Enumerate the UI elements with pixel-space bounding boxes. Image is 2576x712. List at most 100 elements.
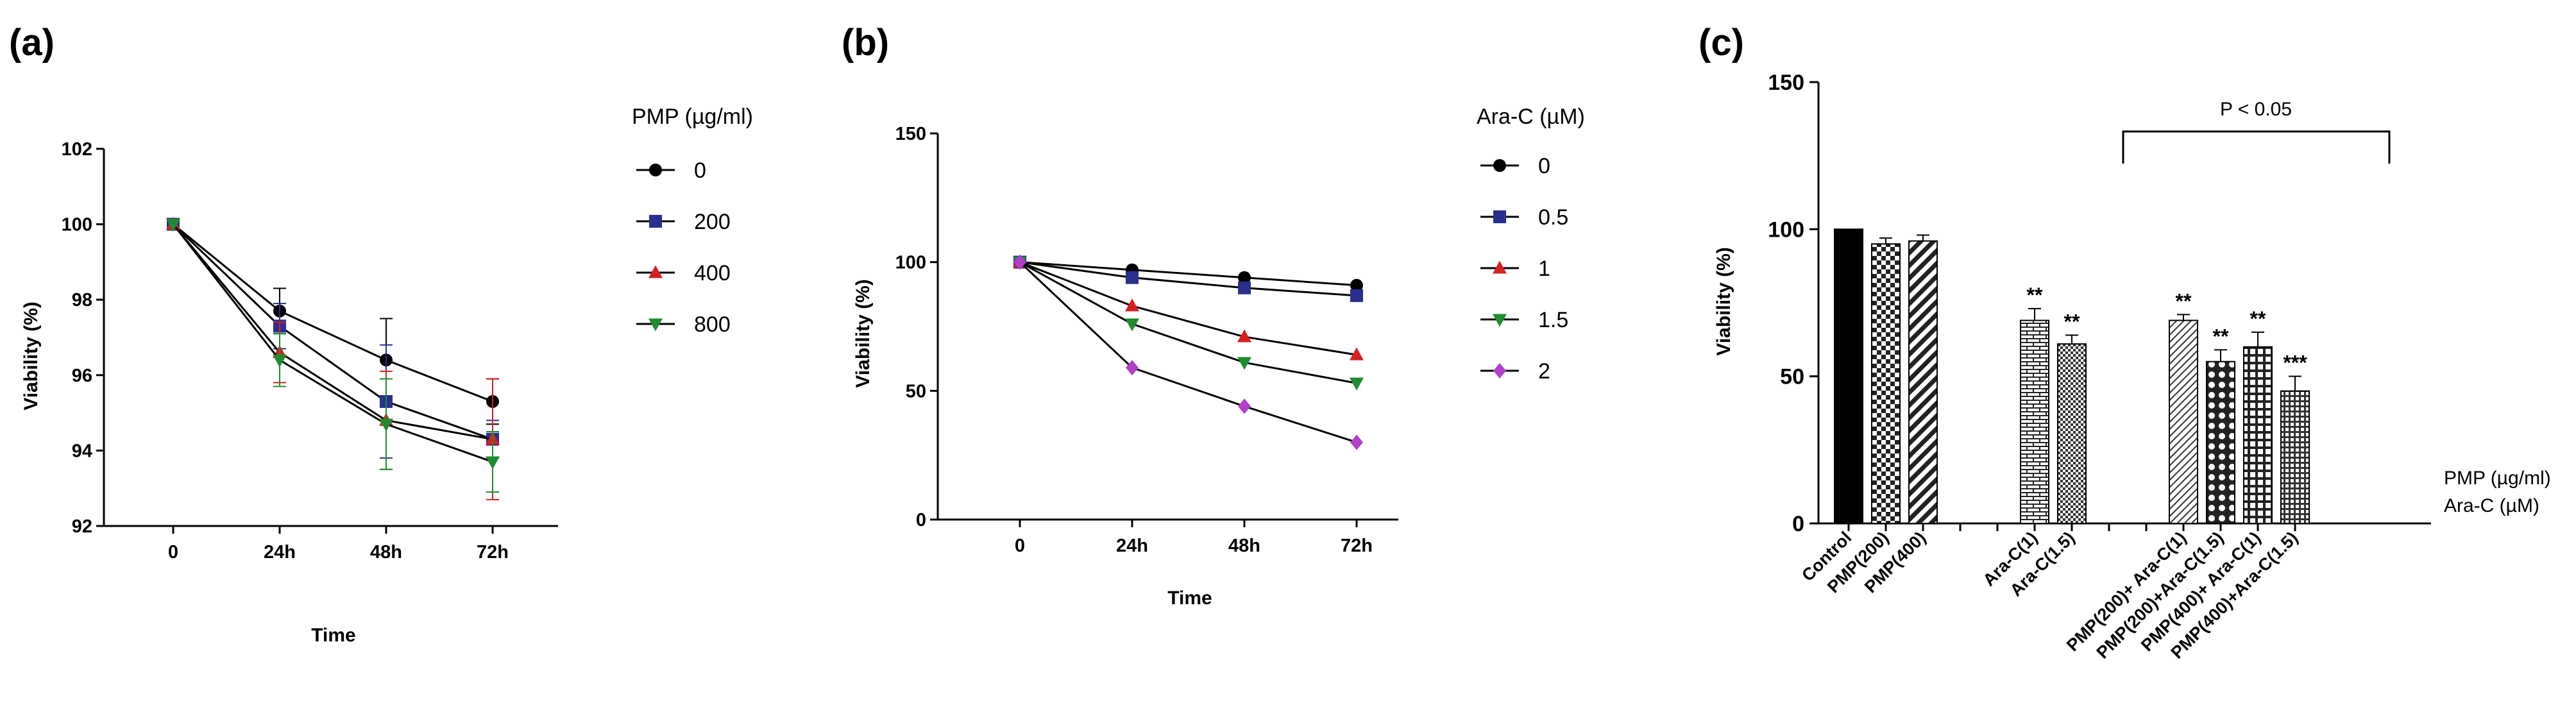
bar <box>2280 390 2310 524</box>
significance-bracket <box>2122 130 2391 164</box>
data-point <box>486 456 500 470</box>
panel-label-a: (a) <box>9 22 55 64</box>
y-tick-label: 50 <box>1780 365 1804 389</box>
y-tick-label: 100 <box>895 253 926 273</box>
series-b-2 <box>1013 254 1363 450</box>
data-point <box>1126 271 1139 284</box>
legend-item: 200 <box>636 210 731 234</box>
significance-marker: ** <box>2176 289 2192 312</box>
line-chart-a: (a) 92 94 96 98 100 102 0 24h 48h 72h Time Viabil… <box>9 22 753 646</box>
significance-marker: ** <box>2213 325 2229 348</box>
bar <box>1871 243 1901 524</box>
line-chart-b: (b) 0 50 100 150 0 24h 48h 72h Time Viability (… <box>842 22 1585 609</box>
bar <box>2206 360 2235 524</box>
x-axis-title-a: Time <box>311 625 355 646</box>
significance-marker: ** <box>2064 310 2080 333</box>
bar <box>2243 346 2273 524</box>
y-tick-label: 0 <box>916 510 926 530</box>
series-b-1.5 <box>1013 257 1364 391</box>
data-point <box>1350 434 1363 450</box>
data-point <box>1238 271 1251 284</box>
data-point <box>273 354 287 368</box>
legend-marker <box>1493 260 1507 274</box>
series-b-0 <box>1013 255 1363 292</box>
y-tick-label: 102 <box>62 139 92 160</box>
legend-marker <box>1493 314 1507 327</box>
legend-label: 1 <box>1538 257 1550 281</box>
bar <box>2169 319 2198 524</box>
data-point <box>166 219 180 232</box>
significance-marker: *** <box>2283 352 2307 375</box>
y-tick-label: 50 <box>906 381 926 402</box>
panel-label-c: (c) <box>1699 22 1744 64</box>
legend-item: 1 <box>1480 257 1550 281</box>
data-point <box>1126 360 1139 376</box>
bar <box>2020 319 2049 524</box>
series-b-0.5 <box>1013 255 1363 302</box>
x-tick-label: 24h <box>264 542 296 563</box>
series-line <box>1019 261 1357 297</box>
y-tick-label: 92 <box>72 516 92 537</box>
y-tick-label: 94 <box>72 441 92 461</box>
legend-marker <box>1493 159 1506 172</box>
data-point <box>1013 254 1026 270</box>
legend-marker <box>1493 210 1506 223</box>
series-b-1 <box>1013 255 1364 360</box>
y-tick-label: 96 <box>72 366 92 386</box>
series-line <box>173 223 493 403</box>
series-line <box>1019 261 1357 287</box>
data-point <box>1125 298 1139 312</box>
p-value-annotation: P < 0.05 <box>2220 99 2292 120</box>
data-point <box>379 418 393 432</box>
legend-marker <box>1493 363 1506 378</box>
data-point <box>1350 289 1363 302</box>
data-point <box>1350 377 1364 391</box>
y-tick-label: 98 <box>72 290 92 310</box>
legend-a: 0 200 400 800 <box>636 158 731 337</box>
data-point <box>1238 281 1251 294</box>
series-line <box>1019 261 1357 356</box>
significance-marker: ** <box>2027 284 2043 307</box>
y-axis-title-b: Viability (%) <box>852 279 874 387</box>
legend-label: 800 <box>694 312 731 337</box>
side-label-pmp: PMP (µg/ml) <box>2444 468 2551 489</box>
y-axis-title-c: Viability (%) <box>1713 247 1734 355</box>
legend-b: 0 0.5 1 1.5 2 <box>1480 154 1568 384</box>
series-line <box>1019 261 1357 444</box>
y-axis-title-a: Viability (%) <box>21 301 42 410</box>
x-tick-label: 48h <box>1228 536 1260 556</box>
data-point <box>1350 278 1363 292</box>
legend-marker <box>648 318 663 332</box>
y-tick-label: 0 <box>1792 512 1804 536</box>
legend-title-b: Ara-C (µM) <box>1477 105 1585 129</box>
x-tick-label: 24h <box>1116 536 1148 556</box>
data-point <box>1237 357 1251 370</box>
data-point <box>1350 347 1364 360</box>
y-tick-label: 100 <box>62 215 92 235</box>
data-point <box>1237 329 1251 343</box>
x-tick-label: 0 <box>168 542 178 563</box>
series-line <box>172 223 493 441</box>
bar-chart-c: (c) 050100150ControlPMP(200)PMP(400)**Ar… <box>1699 22 2551 663</box>
legend-item: 800 <box>636 312 731 337</box>
series-line <box>172 223 493 463</box>
bar <box>1834 228 1863 524</box>
legend-item: 400 <box>636 261 731 285</box>
legend-label: 0 <box>1538 154 1550 178</box>
x-tick-label: 0 <box>1015 536 1025 556</box>
legend-item: 0 <box>1480 154 1550 178</box>
series-line <box>1019 261 1357 384</box>
side-label-arac: Ara-C (µM) <box>2444 495 2539 516</box>
bar <box>2057 343 2087 524</box>
x-tick-label: 72h <box>1341 536 1373 556</box>
legend-item: 0.5 <box>1480 205 1568 230</box>
legend-label: 0 <box>694 158 706 183</box>
bar <box>1908 240 1938 524</box>
legend-label: 1.5 <box>1538 308 1568 332</box>
legend-marker <box>649 215 662 228</box>
y-tick-label: 150 <box>1768 71 1804 95</box>
legend-title-a: PMP (µg/ml) <box>632 105 753 129</box>
significance-marker: ** <box>2250 307 2266 330</box>
legend-marker <box>649 164 662 176</box>
